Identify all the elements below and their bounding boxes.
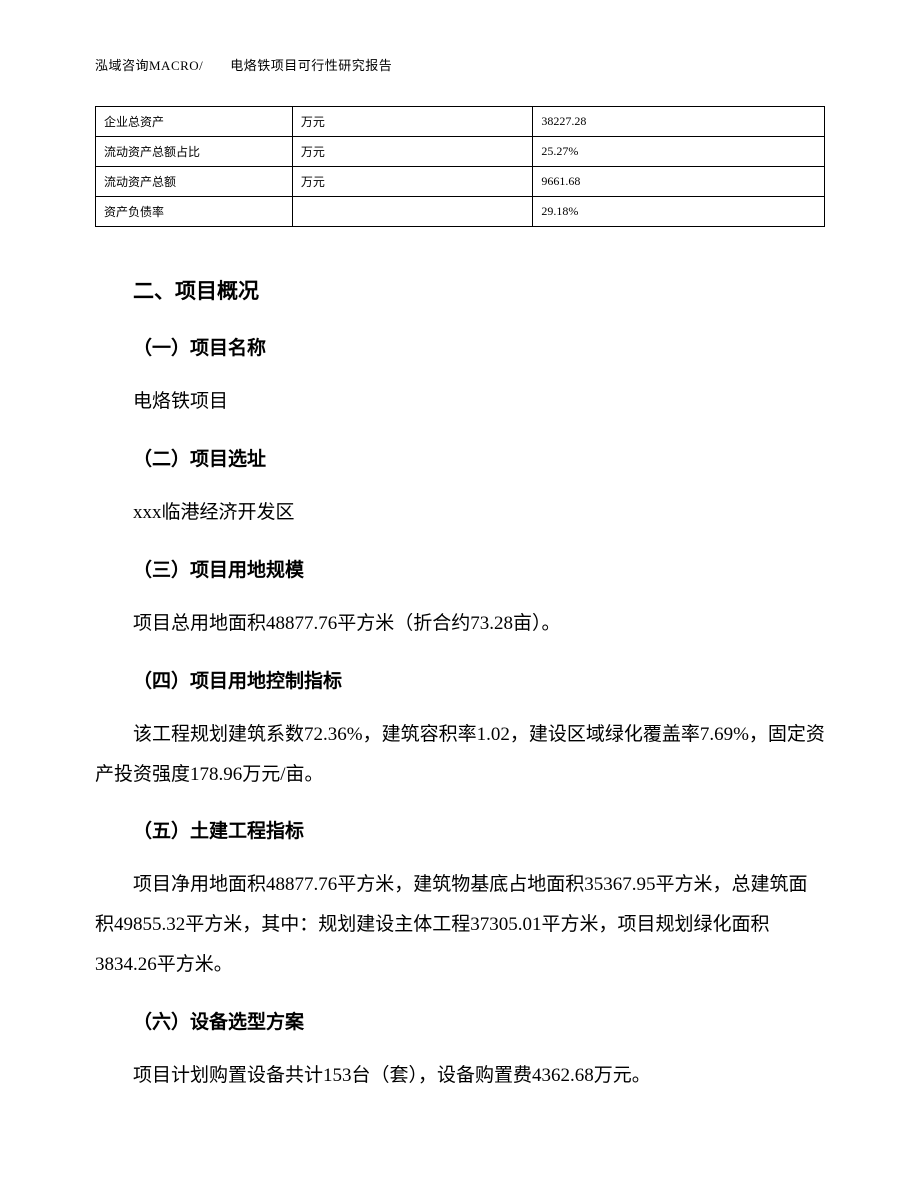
subsection-title: （三）项目用地规模 (133, 555, 825, 582)
cell-value: 9661.68 (533, 167, 825, 197)
cell-value: 38227.28 (533, 107, 825, 137)
header-text: 泓域咨询MACRO/ 电烙铁项目可行性研究报告 (95, 58, 392, 73)
section-title: 二、项目概况 (133, 275, 825, 305)
body-text: 项目计划购置设备共计153台（套），设备购置费4362.68万元。 (133, 1056, 825, 1096)
subsection-title: （一）项目名称 (133, 333, 825, 360)
cell-value: 29.18% (533, 197, 825, 227)
table-row: 企业总资产 万元 38227.28 (96, 107, 825, 137)
financial-table: 企业总资产 万元 38227.28 流动资产总额占比 万元 25.27% 流动资… (95, 106, 825, 227)
subsection-title: （四）项目用地控制指标 (133, 666, 825, 693)
page-header: 泓域咨询MACRO/ 电烙铁项目可行性研究报告 (95, 55, 825, 74)
subsection-6: （六）设备选型方案 项目计划购置设备共计153台（套），设备购置费4362.68… (133, 1007, 825, 1096)
cell-label: 流动资产总额 (96, 167, 293, 197)
cell-label: 企业总资产 (96, 107, 293, 137)
cell-unit: 万元 (292, 107, 533, 137)
content-area: 二、项目概况 （一）项目名称 电烙铁项目 （二）项目选址 xxx临港经济开发区 … (95, 275, 825, 1096)
table-row: 流动资产总额占比 万元 25.27% (96, 137, 825, 167)
subsection-4: （四）项目用地控制指标 该工程规划建筑系数72.36%，建筑容积率1.02，建设… (133, 666, 825, 795)
subsection-title: （五）土建工程指标 (133, 816, 825, 843)
subsection-3: （三）项目用地规模 项目总用地面积48877.76平方米（折合约73.28亩）。 (133, 555, 825, 644)
cell-unit: 万元 (292, 137, 533, 167)
body-text: 该工程规划建筑系数72.36%，建筑容积率1.02，建设区域绿化覆盖率7.69%… (95, 715, 825, 795)
body-text: 项目净用地面积48877.76平方米，建筑物基底占地面积35367.95平方米，… (95, 865, 825, 985)
subsection-2: （二）项目选址 xxx临港经济开发区 (133, 444, 825, 533)
cell-unit (292, 197, 533, 227)
subsection-title: （六）设备选型方案 (133, 1007, 825, 1034)
body-text: 项目总用地面积48877.76平方米（折合约73.28亩）。 (133, 604, 825, 644)
body-text: 电烙铁项目 (133, 382, 825, 422)
cell-label: 流动资产总额占比 (96, 137, 293, 167)
subsection-5: （五）土建工程指标 项目净用地面积48877.76平方米，建筑物基底占地面积35… (133, 816, 825, 985)
cell-unit: 万元 (292, 167, 533, 197)
subsection-title: （二）项目选址 (133, 444, 825, 471)
cell-label: 资产负债率 (96, 197, 293, 227)
table-row: 资产负债率 29.18% (96, 197, 825, 227)
table-row: 流动资产总额 万元 9661.68 (96, 167, 825, 197)
body-text: xxx临港经济开发区 (133, 493, 825, 533)
subsection-1: （一）项目名称 电烙铁项目 (133, 333, 825, 422)
document-page: 泓域咨询MACRO/ 电烙铁项目可行性研究报告 企业总资产 万元 38227.2… (0, 0, 920, 1178)
cell-value: 25.27% (533, 137, 825, 167)
